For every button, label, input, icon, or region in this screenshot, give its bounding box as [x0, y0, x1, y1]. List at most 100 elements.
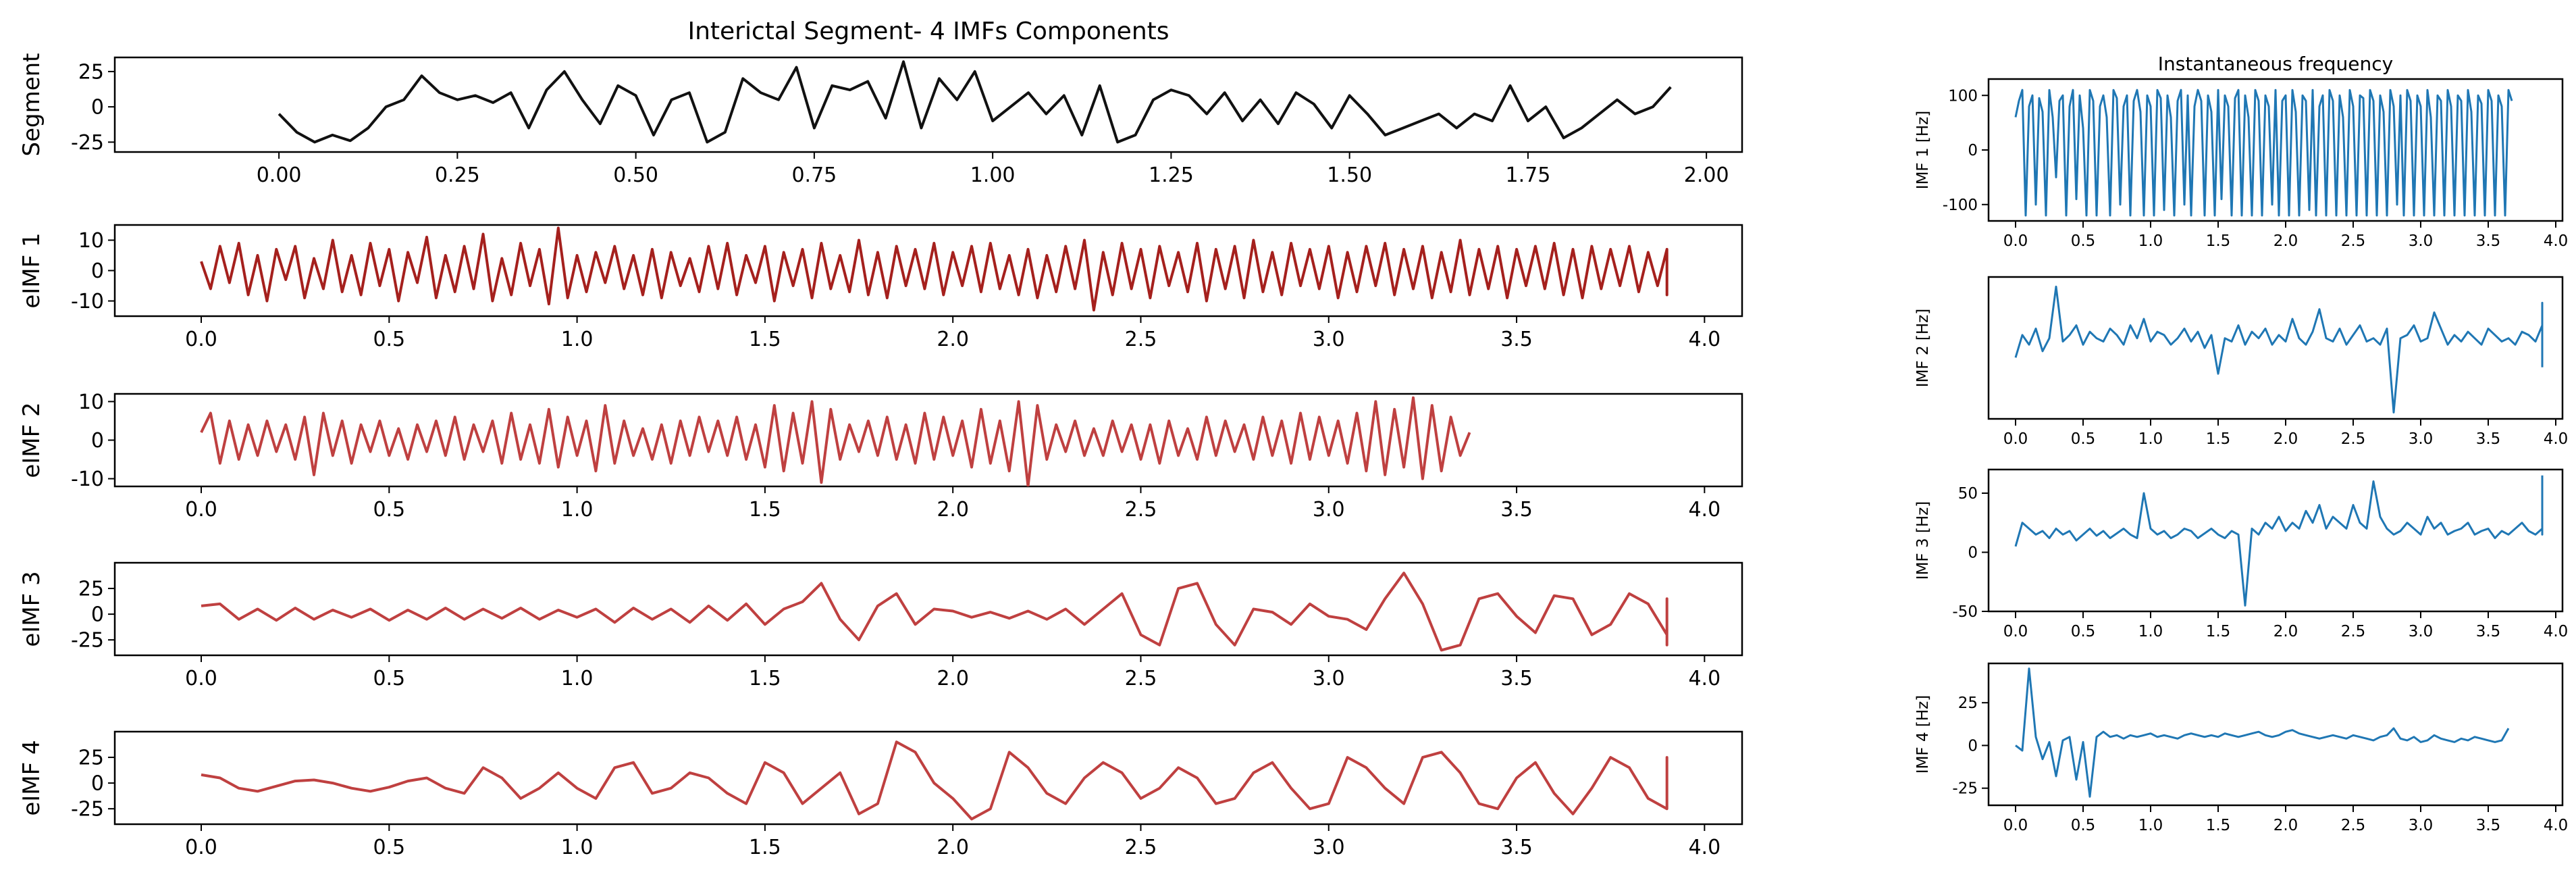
x-tick-label: 4.0 — [1688, 328, 1720, 351]
x-tick-label: 0.5 — [373, 667, 405, 690]
x-tick-label: 1.75 — [1505, 163, 1550, 187]
x-tick-label: 2.0 — [937, 667, 969, 690]
x-tick-label: 2.5 — [1125, 667, 1157, 690]
x-tick-label: 2.0 — [2273, 817, 2298, 834]
y-axis-label: Segment — [18, 53, 45, 157]
plot-frame — [113, 561, 1743, 657]
series-line-eimf1 — [200, 226, 1668, 311]
x-tick-label: 2.5 — [1125, 498, 1157, 522]
x-tick-label: 4.0 — [2544, 623, 2569, 640]
series-line-if1 — [2014, 88, 2513, 217]
x-tick-label: 1.0 — [561, 667, 594, 690]
x-tick-label: 2.5 — [1125, 328, 1157, 351]
y-tick-label: 0 — [91, 96, 104, 120]
x-tick-label: 2.5 — [2341, 623, 2366, 640]
y-tick-label: 10 — [78, 390, 104, 414]
x-tick-label: 1.0 — [2138, 623, 2163, 640]
y-tick-label: 0 — [91, 603, 104, 627]
x-tick-label: 3.5 — [1500, 836, 1533, 859]
x-tick-label: 3.0 — [1313, 667, 1345, 690]
panel-if1: 0.0 0.5 1.0 1.5 2.0 2.5 3.0 3.5 4.0 -100 0 100 IMF 1… — [1914, 78, 2569, 250]
y-tick-label: -25 — [71, 629, 104, 653]
x-tick-label: 0.5 — [2071, 623, 2096, 640]
x-tick-label: 3.0 — [2409, 430, 2434, 448]
y-tick-label: -100 — [1943, 197, 1978, 214]
y-tick-label: 0 — [1968, 142, 1978, 159]
x-tick-label: 3.0 — [2409, 232, 2434, 250]
x-tick-label: 1.0 — [561, 498, 594, 522]
y-tick-label: 100 — [1948, 87, 1978, 105]
y-tick-label: -25 — [1952, 780, 1978, 798]
x-tick-label: 4.0 — [1688, 667, 1720, 690]
series-line-if4 — [2015, 667, 2510, 798]
x-tick-label: 3.5 — [2476, 232, 2501, 250]
panel-if3: 0.0 0.5 1.0 1.5 2.0 2.5 3.0 3.5 4.0 -50 0 50 IMF 3 [… — [1914, 468, 2569, 640]
x-tick-label: 4.0 — [2544, 430, 2569, 448]
x-tick-label: 0.0 — [2003, 430, 2028, 448]
x-tick-label: 3.5 — [1500, 667, 1533, 690]
y-tick-label: 0 — [1968, 545, 1978, 562]
y-tick-label: -25 — [71, 131, 104, 155]
x-tick-label: 0.0 — [2003, 817, 2028, 834]
plot-frame — [113, 56, 1743, 153]
x-tick-label: 2.5 — [2341, 232, 2366, 250]
y-axis-label: IMF 1 [Hz] — [1914, 111, 1932, 189]
x-tick-label: 3.5 — [1500, 328, 1533, 351]
x-tick-label: 2.0 — [2273, 623, 2298, 640]
x-tick-label: 3.5 — [1500, 498, 1533, 522]
x-tick-label: 0.0 — [2003, 232, 2028, 250]
x-tick-label: 3.5 — [2476, 430, 2501, 448]
x-tick-label: 3.0 — [1313, 836, 1345, 859]
y-axis-label: eIMF 3 — [18, 571, 45, 647]
right-panel-title: Instantaneous frequency — [2158, 53, 2393, 75]
x-tick-label: 2.00 — [1684, 163, 1729, 187]
y-tick-label: 25 — [78, 60, 104, 84]
x-tick-label: 4.0 — [2544, 232, 2569, 250]
x-tick-label: 4.0 — [1688, 836, 1720, 859]
x-tick-label: 2.5 — [2341, 817, 2366, 834]
series-line-eimf2 — [200, 396, 1471, 486]
x-tick-label: 3.0 — [1313, 498, 1345, 522]
x-tick-label: 1.50 — [1327, 163, 1372, 187]
x-tick-label: 2.5 — [1125, 836, 1157, 859]
y-axis-label: eIMF 2 — [18, 402, 45, 478]
x-tick-label: 0.00 — [257, 163, 302, 187]
chart-title: Interictal Segment- 4 IMFs Components — [687, 18, 1169, 45]
y-tick-label: 10 — [78, 229, 104, 253]
x-tick-label: 1.0 — [2138, 430, 2163, 448]
y-tick-label: 25 — [78, 747, 104, 770]
x-tick-label: 1.5 — [2206, 623, 2231, 640]
x-tick-label: 1.5 — [749, 667, 781, 690]
x-tick-label: 3.0 — [2409, 817, 2434, 834]
x-tick-label: 1.5 — [749, 328, 781, 351]
x-tick-label: 0.0 — [185, 498, 217, 522]
plot-frame — [113, 730, 1743, 826]
x-tick-label: 0.0 — [185, 328, 217, 351]
panel-segment: 0.00 0.25 0.50 0.75 1.00 1.25 1.50 1.75 2.00 -25 0… — [18, 53, 1743, 187]
x-tick-label: 1.5 — [749, 498, 781, 522]
plot-frame — [1987, 468, 2564, 613]
y-axis-label: eIMF 4 — [18, 740, 45, 815]
x-tick-label: 0.25 — [435, 163, 480, 187]
x-tick-label: 3.0 — [1313, 328, 1345, 351]
panel-eimf2: 0.0 0.5 1.0 1.5 2.0 2.5 3.0 3.5 4.0 -10 0 10 eIMF 2 — [18, 390, 1743, 522]
x-tick-label: 2.0 — [937, 498, 969, 522]
series-line-if3 — [2014, 475, 2544, 607]
x-tick-label: 0.0 — [185, 667, 217, 690]
x-tick-label: 3.5 — [2476, 817, 2501, 834]
plot-frame — [1987, 276, 2564, 420]
x-tick-label: 4.0 — [1688, 498, 1720, 522]
panel-if4: 0.0 0.5 1.0 1.5 2.0 2.5 3.0 3.5 4.0 -25 0 25 IMF 4 [… — [1914, 662, 2568, 834]
x-tick-label: 0.5 — [2071, 817, 2096, 834]
plot-frame — [113, 393, 1743, 488]
y-axis-label: IMF 3 [Hz] — [1914, 501, 1932, 580]
panel-eimf1: 0.0 0.5 1.0 1.5 2.0 2.5 3.0 3.5 4.0 -10 0 10 eIMF 1 — [18, 224, 1743, 351]
x-tick-label: 0.5 — [2071, 430, 2096, 448]
x-tick-label: 1.0 — [2138, 817, 2163, 834]
x-tick-label: 2.0 — [2273, 430, 2298, 448]
y-tick-label: -25 — [71, 798, 104, 821]
x-tick-label: 0.0 — [185, 836, 217, 859]
y-tick-label: 25 — [1958, 694, 1978, 712]
x-tick-label: 1.5 — [2206, 817, 2231, 834]
